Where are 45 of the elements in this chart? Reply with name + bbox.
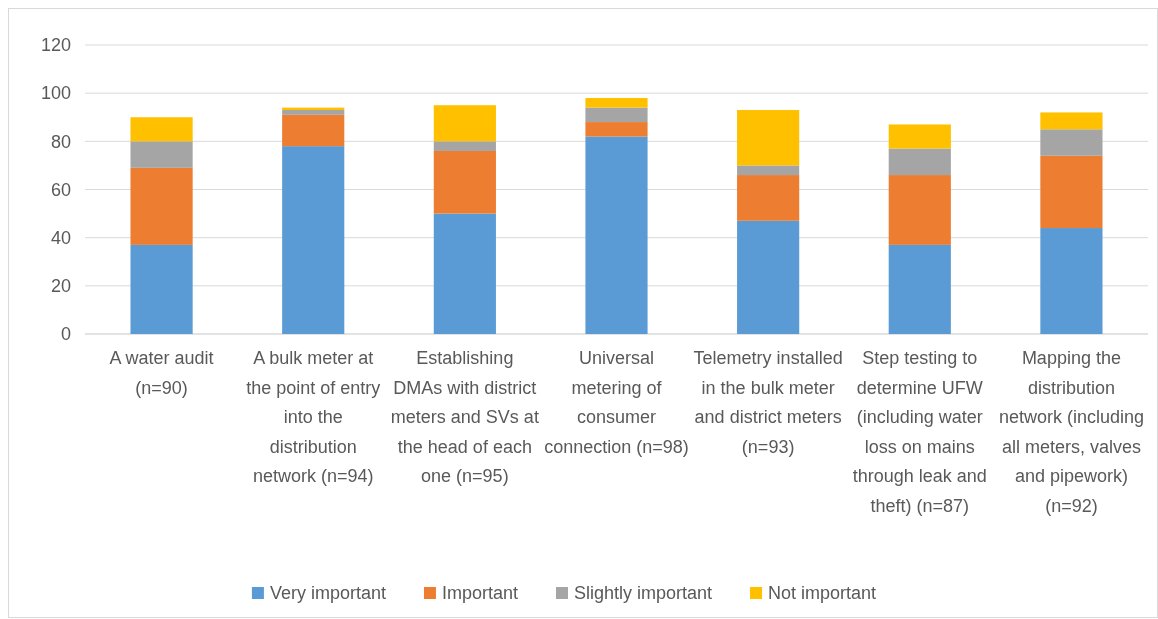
bar — [433, 150, 496, 214]
bar — [1040, 112, 1103, 130]
y-tick-label: 100 — [40, 83, 71, 104]
bar — [737, 175, 800, 221]
bar — [737, 220, 800, 334]
x-tick-label: Establishing DMAs with district meters and SVs at the head of each one (n=95) — [390, 348, 539, 486]
bar — [130, 141, 193, 168]
x-tick-label: Universal metering of consumer connection (n=98) — [544, 348, 689, 457]
x-tick-label: Mapping the distribution network (including all meters, valves and pipework) (n=92) — [998, 348, 1144, 516]
bar — [888, 175, 951, 245]
bar — [585, 122, 648, 137]
bar — [282, 146, 345, 334]
legend-label: Slightly important — [573, 583, 713, 604]
bar — [433, 105, 496, 142]
bar — [737, 165, 800, 176]
bar — [585, 136, 648, 334]
bar — [282, 114, 345, 147]
y-tick-label: 80 — [50, 131, 71, 152]
bar — [130, 117, 193, 142]
y-tick-label: 60 — [50, 179, 71, 200]
bar — [130, 244, 193, 334]
x-tick-label: Step testing to determine UFW (including water loss on mains through leak and theft) (n=87) — [852, 348, 987, 516]
bar — [1040, 129, 1103, 156]
x-tick-label: Telemetry installed in the bulk meter and district meters (n=93) — [693, 348, 843, 457]
bar — [737, 110, 800, 166]
legend-label: Important — [441, 583, 518, 604]
bar — [1040, 228, 1103, 334]
bar — [585, 107, 648, 123]
bar — [282, 110, 345, 115]
bar — [888, 124, 951, 149]
bar — [585, 97, 648, 108]
x-tick-label: A bulk meter at the point of entry into the distribution network (n=94) — [246, 348, 381, 486]
x-tick-label: A water audit (n=90) — [109, 348, 214, 398]
bar — [433, 213, 496, 334]
bar — [433, 141, 496, 151]
y-tick-label: 120 — [40, 35, 71, 56]
bar — [1040, 155, 1103, 229]
y-tick-label: 0 — [60, 324, 71, 345]
bar — [888, 244, 951, 334]
legend-label: Not important — [768, 583, 877, 604]
bar — [130, 167, 193, 245]
y-tick-label: 20 — [50, 276, 71, 297]
bar — [888, 148, 951, 176]
y-tick-label: 40 — [50, 227, 71, 248]
legend-label: Very important — [269, 583, 386, 604]
